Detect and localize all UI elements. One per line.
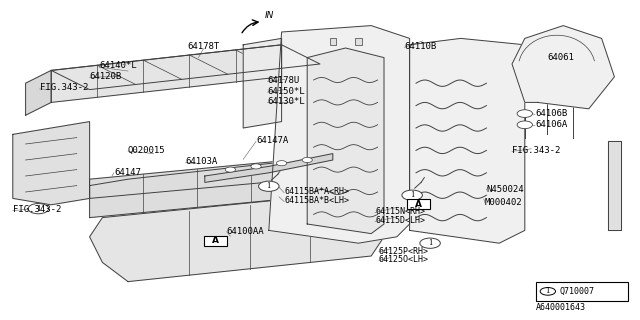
Circle shape: [259, 181, 279, 191]
Text: 64178T: 64178T: [188, 42, 220, 51]
Text: 64106A: 64106A: [535, 120, 567, 129]
Text: A: A: [415, 200, 422, 209]
Polygon shape: [90, 192, 384, 282]
Text: 64110B: 64110B: [404, 42, 436, 51]
Text: 64130*L: 64130*L: [268, 97, 305, 106]
Text: 64103A: 64103A: [186, 157, 218, 166]
Text: 64147A: 64147A: [256, 136, 288, 145]
Text: FIG.343-2: FIG.343-2: [512, 146, 561, 155]
Text: 64178U: 64178U: [268, 76, 300, 85]
Text: 1: 1: [428, 239, 433, 247]
Text: A: A: [212, 236, 218, 245]
Circle shape: [540, 287, 556, 295]
Text: 1: 1: [36, 205, 41, 213]
Circle shape: [517, 121, 532, 129]
FancyBboxPatch shape: [407, 199, 430, 209]
Polygon shape: [26, 70, 51, 115]
Text: 64115N<RH>: 64115N<RH>: [375, 207, 425, 216]
Text: M000402: M000402: [485, 198, 523, 207]
Text: 64125O<LH>: 64125O<LH>: [379, 255, 429, 264]
Polygon shape: [512, 26, 614, 109]
Text: 64147: 64147: [114, 168, 141, 177]
Polygon shape: [608, 141, 621, 230]
Polygon shape: [90, 154, 384, 198]
Text: N450024: N450024: [486, 185, 524, 194]
Text: Q020015: Q020015: [128, 146, 166, 155]
Circle shape: [302, 157, 312, 163]
Polygon shape: [205, 154, 333, 182]
Text: 64150*L: 64150*L: [268, 87, 305, 96]
Text: 64100AA: 64100AA: [227, 227, 264, 236]
Polygon shape: [307, 48, 384, 234]
Text: 64140*L: 64140*L: [99, 61, 137, 70]
Polygon shape: [269, 26, 410, 243]
Text: 1: 1: [545, 287, 550, 295]
Text: IN: IN: [265, 11, 275, 20]
Polygon shape: [51, 45, 282, 102]
Circle shape: [225, 167, 236, 172]
Circle shape: [420, 238, 440, 248]
Polygon shape: [243, 38, 282, 128]
Bar: [355, 38, 362, 45]
FancyBboxPatch shape: [536, 282, 628, 301]
Text: 1: 1: [410, 191, 415, 199]
Circle shape: [276, 161, 287, 166]
Text: FIG.343-2: FIG.343-2: [13, 205, 61, 214]
Text: A640001643: A640001643: [536, 303, 586, 312]
Text: Q710007: Q710007: [559, 287, 595, 296]
Text: 64061: 64061: [548, 53, 575, 62]
Circle shape: [402, 190, 422, 200]
Text: 64125P<RH>: 64125P<RH>: [379, 247, 429, 256]
Text: 64106B: 64106B: [535, 109, 567, 118]
Circle shape: [251, 164, 261, 169]
Text: FIG.343-2: FIG.343-2: [40, 84, 88, 92]
Polygon shape: [13, 122, 90, 205]
Text: 64120B: 64120B: [90, 72, 122, 81]
Polygon shape: [51, 45, 320, 90]
FancyBboxPatch shape: [204, 236, 227, 246]
Text: 1: 1: [266, 182, 271, 190]
Circle shape: [517, 110, 532, 117]
Polygon shape: [90, 154, 358, 218]
Text: 64115BA*A<RH>: 64115BA*A<RH>: [284, 188, 349, 196]
Polygon shape: [410, 38, 525, 243]
Circle shape: [28, 204, 49, 214]
Text: 64115BA*B<LH>: 64115BA*B<LH>: [284, 196, 349, 205]
Text: 64115D<LH>: 64115D<LH>: [375, 216, 425, 225]
Bar: [330, 38, 336, 45]
